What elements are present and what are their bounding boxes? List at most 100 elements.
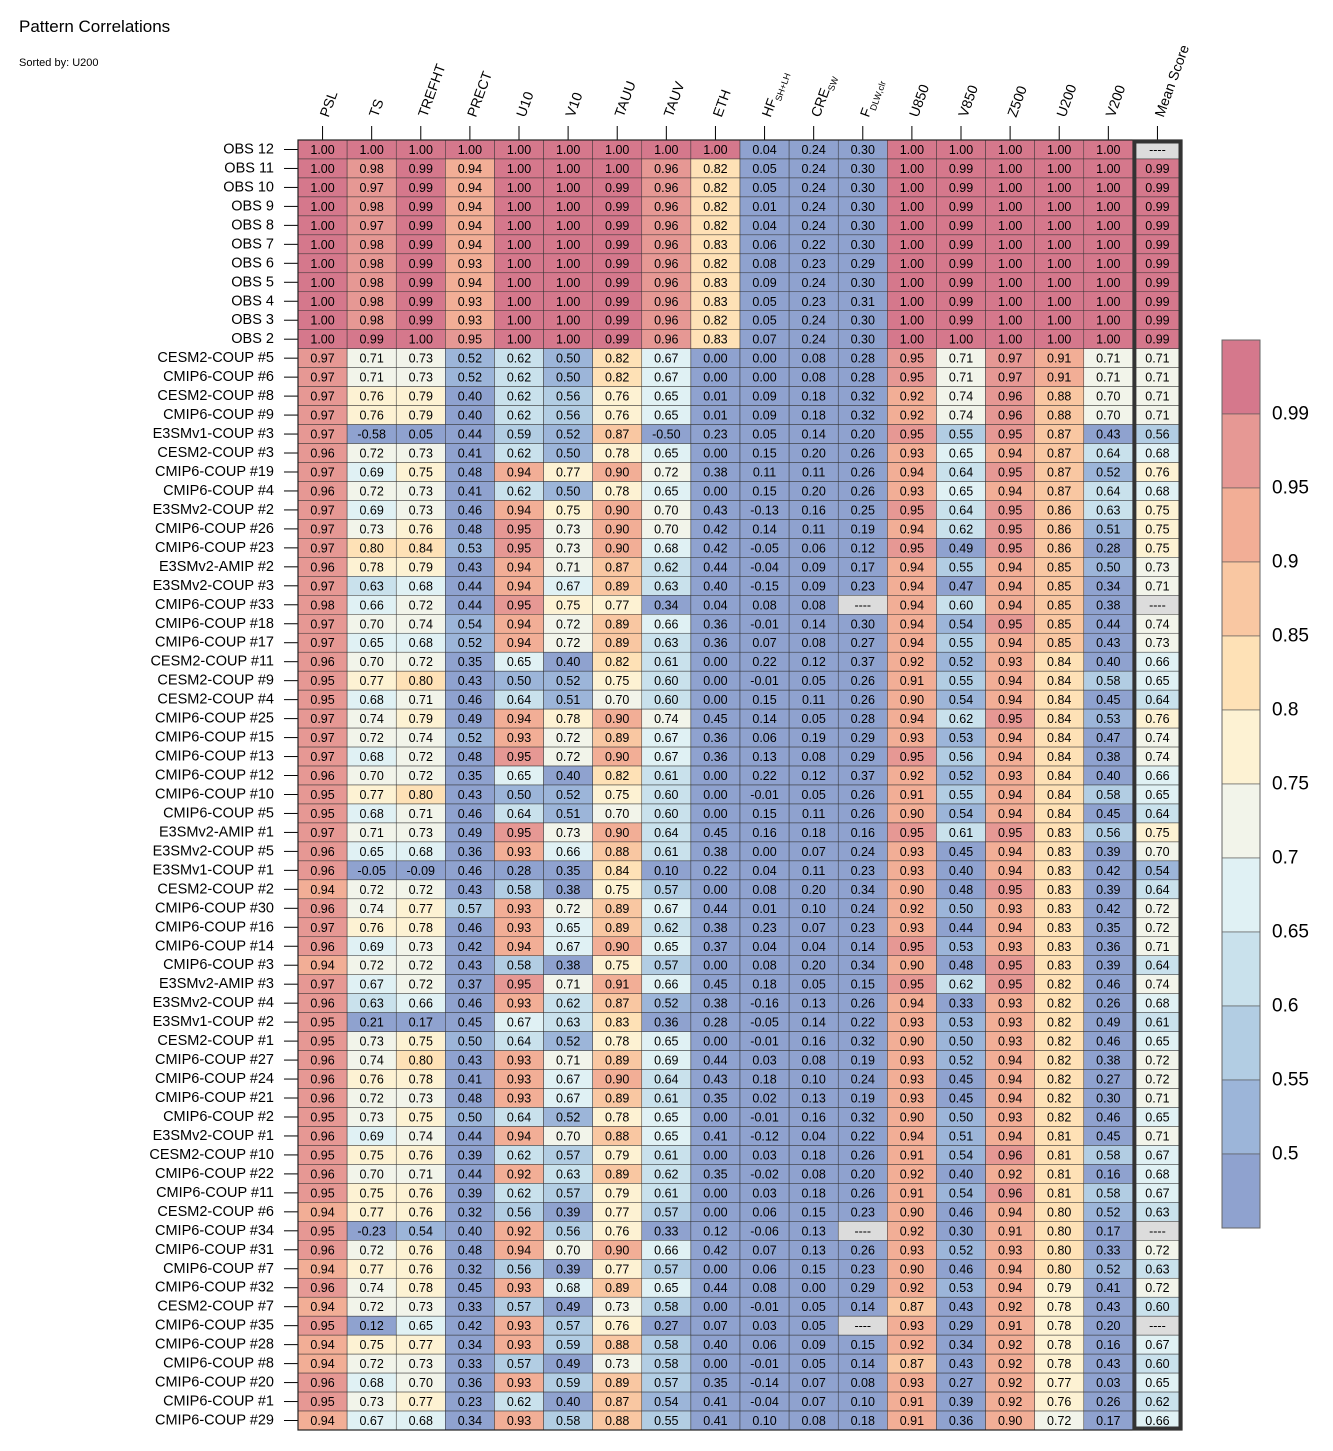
cell-value: 0.99: [605, 333, 629, 347]
cell-value: 0.65: [507, 655, 531, 669]
cell-value: -0.01: [750, 1357, 779, 1371]
cell-value: 0.95: [310, 1016, 334, 1030]
cell-value: 0.61: [654, 1092, 678, 1106]
cell-value: 0.81: [1047, 1167, 1071, 1181]
cell-value: -0.16: [750, 997, 779, 1011]
cell-value: 0.97: [310, 541, 334, 555]
cell-value: 0.39: [458, 1148, 482, 1162]
row-label: CESM2-COUP #2: [157, 881, 274, 897]
cell-value: 0.45: [1096, 1129, 1120, 1143]
cell-value: 1.00: [507, 257, 531, 271]
cell-value: 0.87: [900, 1300, 924, 1314]
cell-value: 0.08: [801, 636, 825, 650]
cell-value: 0.04: [801, 940, 825, 954]
colorbar-tick-label: 0.95: [1272, 478, 1309, 499]
cell-value: 1.00: [900, 276, 924, 290]
row-label: CESM2-COUP #3: [157, 445, 274, 461]
cell-value: 1.00: [1047, 181, 1071, 195]
cell-value: 0.73: [1145, 560, 1169, 574]
cell-value: 0.66: [1145, 769, 1169, 783]
cell-value: 1.00: [900, 333, 924, 347]
cell-value: 0.57: [507, 1357, 531, 1371]
cell-value: 0.85: [1047, 560, 1071, 574]
cell-value: 0.68: [409, 1414, 433, 1428]
cell-value: 0.05: [801, 978, 825, 992]
cell-value: 0.83: [703, 333, 727, 347]
cell-value: 0.40: [949, 864, 973, 878]
cell-value: 0.08: [801, 750, 825, 764]
cell-value: 1.00: [1096, 238, 1120, 252]
cell-value: 0.95: [900, 826, 924, 840]
cell-value: 0.46: [458, 921, 482, 935]
cell-value: 0.71: [359, 826, 383, 840]
cell-value: 0.94: [900, 598, 924, 612]
cell-value: 1.00: [556, 295, 580, 309]
cell-value: 0.20: [851, 428, 875, 442]
cell-value: 0.87: [1047, 428, 1071, 442]
cell-value: 0.90: [900, 693, 924, 707]
cell-value: -0.04: [750, 1395, 779, 1409]
cell-value: 0.34: [458, 1414, 482, 1428]
cell-value: 0.93: [998, 1016, 1022, 1030]
cell-value: 0.80: [1047, 1205, 1071, 1219]
cell-value: 0.05: [752, 295, 776, 309]
cell-value: 0.50: [556, 484, 580, 498]
column-label: PSL: [316, 88, 340, 119]
cell-value: 0.82: [1047, 997, 1071, 1011]
cell-value: 0.67: [359, 978, 383, 992]
cell-value: 0.60: [1145, 1357, 1169, 1371]
cell-value: 0.65: [654, 1281, 678, 1295]
cell-value: 0.04: [752, 940, 776, 954]
colorbar-swatch: [1221, 1079, 1261, 1155]
row-label: OBS 2: [231, 331, 274, 347]
cell-value: 0.43: [458, 674, 482, 688]
cell-value: 0.14: [801, 617, 825, 631]
cell-value: 0.88: [1047, 390, 1071, 404]
cell-value: 0.92: [507, 1224, 531, 1238]
cell-value: 0.15: [851, 1338, 875, 1352]
cell-value: 0.90: [605, 1243, 629, 1257]
cell-value: 0.64: [507, 1035, 531, 1049]
cell-value: 0.82: [1047, 1035, 1071, 1049]
cell-value: 0.73: [409, 484, 433, 498]
cell-value: 0.87: [605, 560, 629, 574]
cell-value: 0.70: [605, 693, 629, 707]
cell-value: 0.70: [1096, 409, 1120, 423]
cell-value: 0.74: [409, 1129, 433, 1143]
cell-value: 0.93: [507, 1338, 531, 1352]
cell-value: 1.00: [507, 162, 531, 176]
cell-value: 0.00: [703, 1357, 727, 1371]
cell-value: 0.82: [703, 257, 727, 271]
cell-value: 0.78: [409, 1281, 433, 1295]
cell-value: 0.99: [949, 295, 973, 309]
cell-value: 0.24: [851, 1073, 875, 1087]
cell-value: 0.57: [654, 883, 678, 897]
cell-value: 0.40: [703, 579, 727, 593]
cell-value: 0.32: [851, 1035, 875, 1049]
cell-value: 0.49: [556, 1357, 580, 1371]
cell-value: 0.30: [851, 276, 875, 290]
cell-value: 0.82: [605, 371, 629, 385]
cell-value: 0.67: [507, 1016, 531, 1030]
cell-value: 0.38: [1096, 1054, 1120, 1068]
cell-value: 0.95: [507, 598, 531, 612]
cell-value: 0.76: [605, 1319, 629, 1333]
cell-value: 0.13: [801, 1243, 825, 1257]
cell-value: 1.00: [507, 276, 531, 290]
cell-value: 0.97: [310, 503, 334, 517]
cell-value: 0.96: [310, 560, 334, 574]
cell-value: 1.00: [900, 162, 924, 176]
cell-value: 0.74: [949, 390, 973, 404]
cell-value: 0.85: [1047, 636, 1071, 650]
cell-value: 0.78: [1047, 1300, 1071, 1314]
cell-value: 0.67: [359, 1414, 383, 1428]
cell-value: 0.94: [507, 503, 531, 517]
cell-value: 1.00: [998, 219, 1022, 233]
cell-value: 0.64: [1096, 484, 1120, 498]
cell-value: 0.99: [605, 314, 629, 328]
cell-value: 0.52: [1096, 465, 1120, 479]
cell-value: 0.92: [998, 1376, 1022, 1390]
cell-value: 0.15: [851, 978, 875, 992]
cell-value: 0.24: [801, 333, 825, 347]
cell-value: 0.64: [1145, 959, 1169, 973]
